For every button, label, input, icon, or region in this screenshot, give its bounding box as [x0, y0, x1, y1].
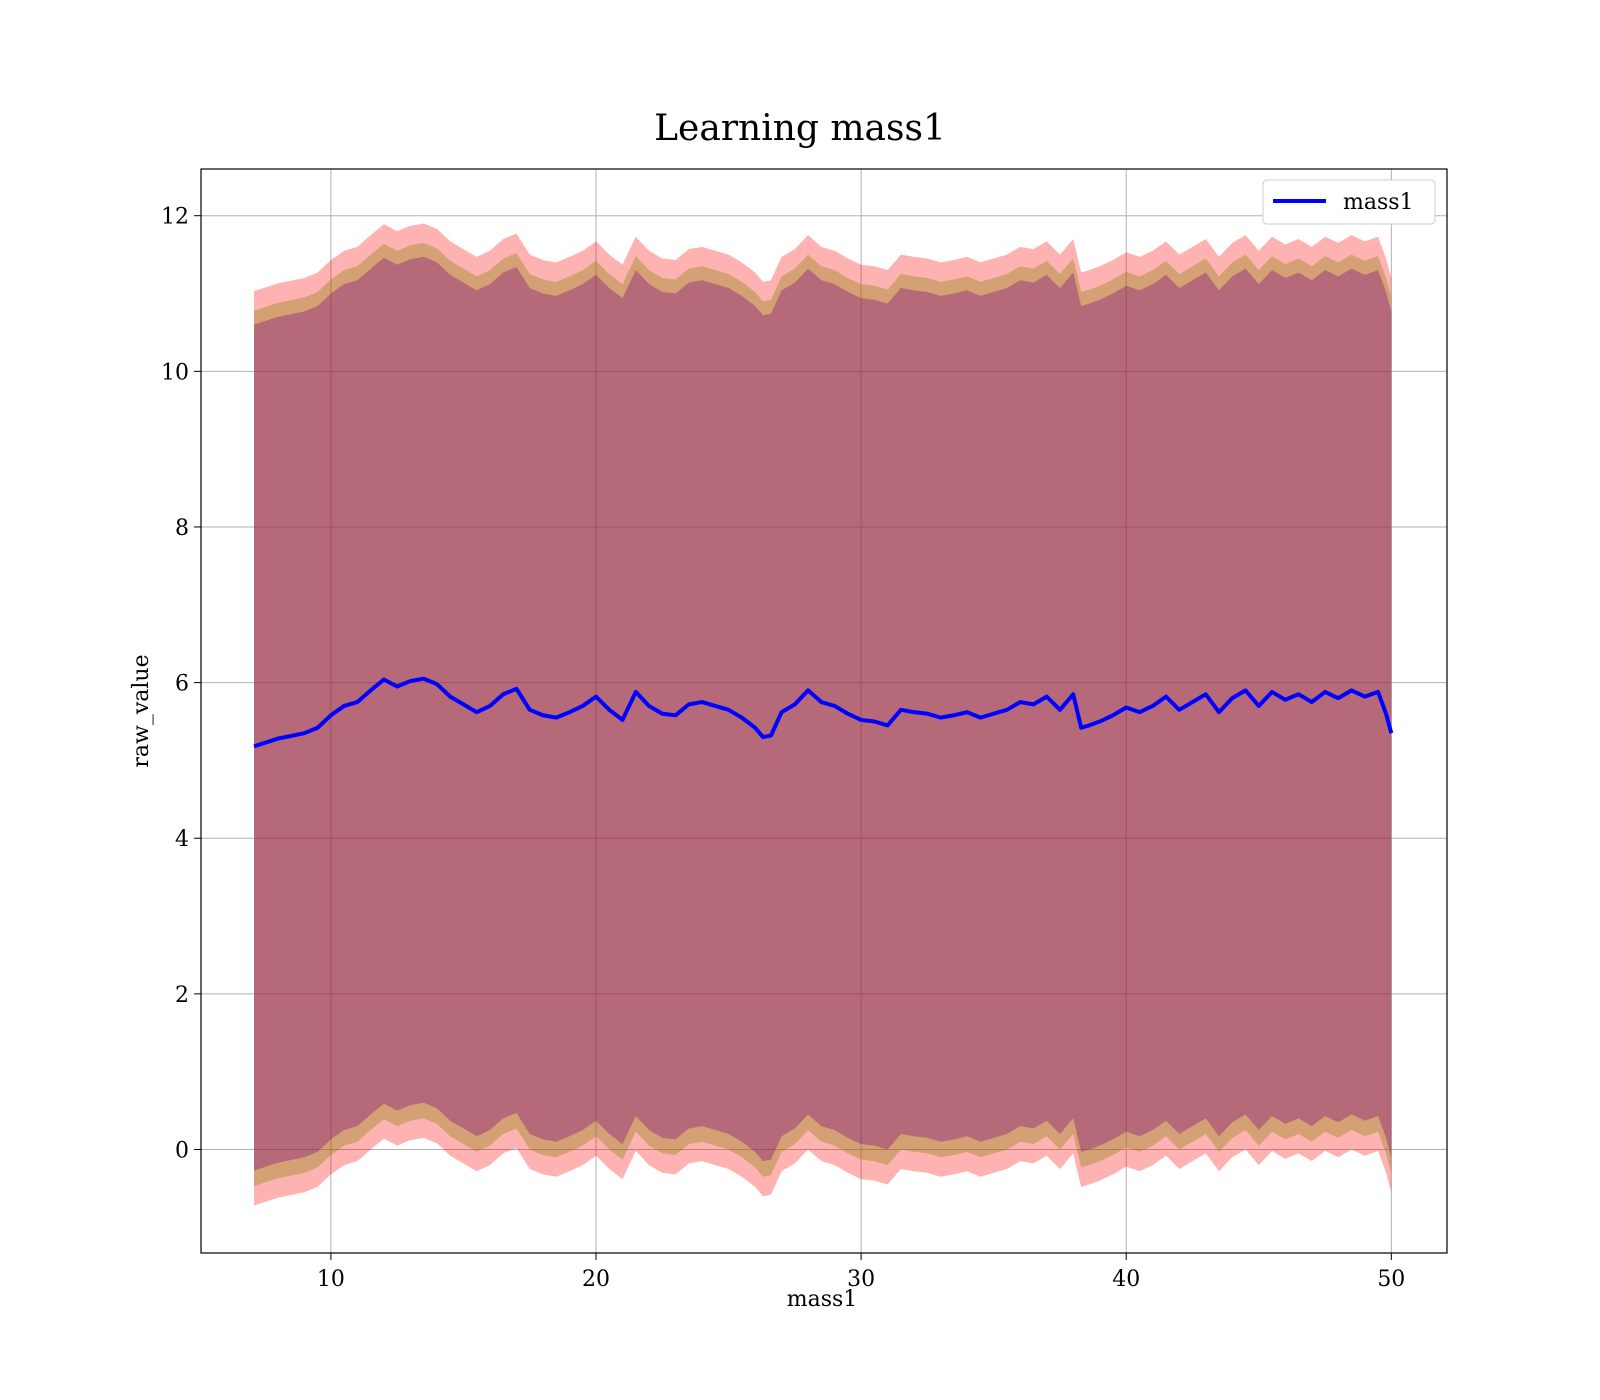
x-tick-label: 40 [1112, 1267, 1140, 1292]
y-tick-label: 0 [175, 1139, 189, 1164]
plot-area: 10 20 30 40 50 0 2 4 6 8 10 12 [161, 168, 1448, 1292]
series-line-mass1 [253, 676, 1394, 749]
y-tick-label: 6 [175, 672, 189, 697]
y-tick-label: 4 [175, 827, 189, 852]
chart-title: Learning mass1 [654, 108, 946, 149]
confidence-band-1 [254, 223, 1392, 1206]
y-tick-label: 10 [161, 360, 189, 385]
y-axis-label: raw_value [129, 654, 154, 767]
legend-label-mass1: mass1 [1343, 190, 1414, 215]
y-tick-label: 2 [175, 983, 189, 1008]
legend-frame [1262, 179, 1436, 225]
x-tick-label: 10 [317, 1267, 345, 1292]
x-axis-label: mass1 [787, 1287, 858, 1312]
x-tick-label: 30 [847, 1267, 875, 1292]
confidence-band-2 [254, 242, 1392, 1187]
y-tick-label: 8 [175, 516, 189, 541]
y-tick-label: 12 [161, 205, 189, 230]
x-tick-label: 50 [1377, 1267, 1405, 1292]
legend: mass1 [1262, 179, 1436, 225]
x-tick-label: 20 [582, 1267, 610, 1292]
axes-frame [200, 168, 1448, 1254]
confidence-band-3 [254, 256, 1392, 1171]
